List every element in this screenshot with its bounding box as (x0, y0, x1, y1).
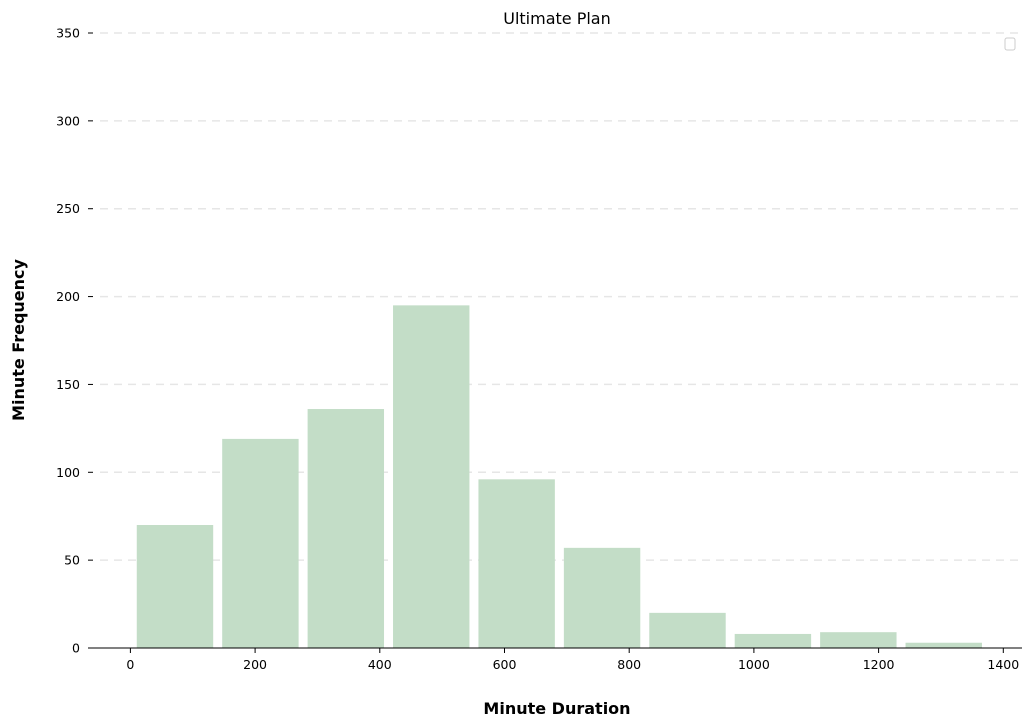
histogram-bar (136, 525, 214, 648)
bars (136, 305, 982, 648)
x-tick-label: 600 (493, 657, 517, 672)
histogram-bar (563, 547, 641, 648)
x-tick-label: 1200 (863, 657, 895, 672)
histogram-bar (478, 479, 555, 648)
chart-title: Ultimate Plan (503, 9, 611, 28)
y-ticks: 0 50 100 150 200 250 300 350 (56, 26, 93, 656)
y-tick-label: 50 (64, 553, 80, 568)
x-axis-label: Minute Duration (483, 699, 630, 718)
y-tick-label: 300 (56, 113, 80, 128)
histogram-bar (905, 642, 982, 648)
histogram-bar (649, 612, 726, 648)
y-tick-label: 350 (56, 26, 80, 41)
y-axis-label: Minute Frequency (9, 258, 28, 420)
y-tick-label: 150 (56, 377, 80, 392)
y-tick-label: 100 (56, 465, 80, 480)
histogram-bar (734, 633, 812, 648)
histogram-bar (307, 409, 385, 648)
y-tick-label: 0 (72, 641, 80, 656)
x-tick-label: 1400 (987, 657, 1019, 672)
x-ticks: 0 200 400 600 800 1000 1200 1400 (126, 648, 1019, 672)
x-tick-label: 400 (368, 657, 392, 672)
histogram-bar (820, 632, 897, 648)
x-tick-label: 200 (243, 657, 267, 672)
legend-box (1004, 37, 1016, 51)
y-tick-label: 200 (56, 289, 80, 304)
x-tick-label: 0 (126, 657, 134, 672)
x-tick-label: 1000 (738, 657, 770, 672)
histogram-bar (222, 438, 299, 648)
histogram-bar (393, 305, 470, 648)
x-tick-label: 800 (617, 657, 641, 672)
y-tick-label: 250 (56, 201, 80, 216)
